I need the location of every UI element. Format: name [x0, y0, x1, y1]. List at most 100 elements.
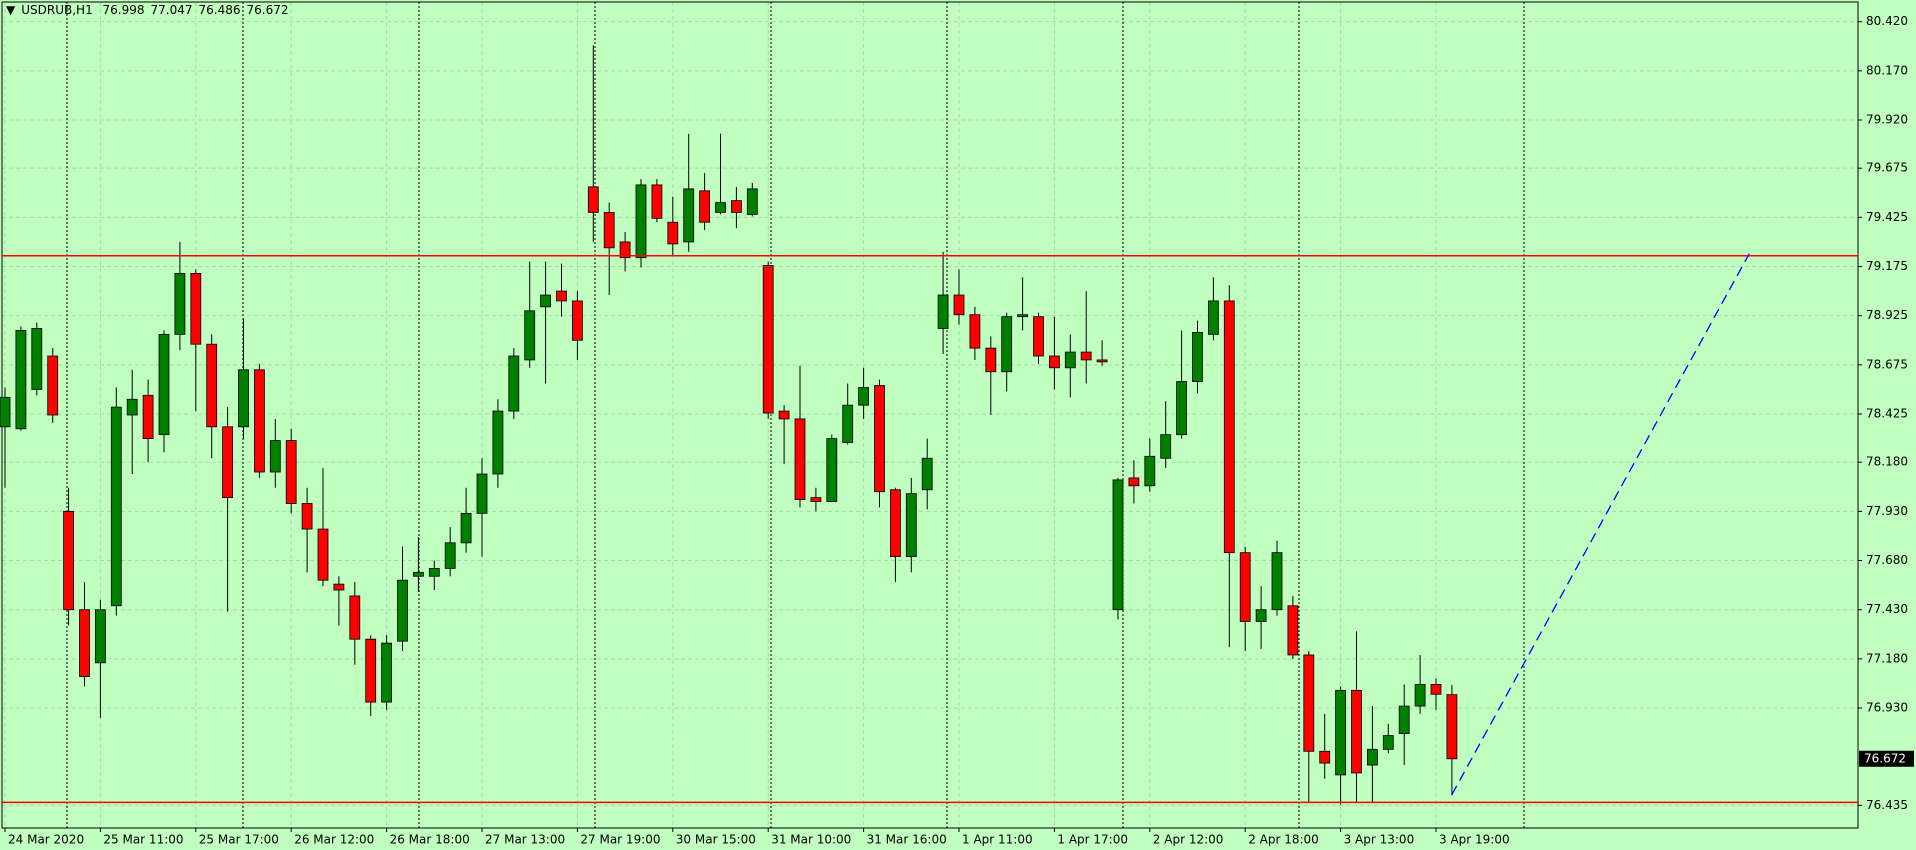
x-tick-label: 25 Mar 11:00 — [103, 833, 183, 847]
x-tick-label: 26 Mar 12:00 — [294, 833, 374, 847]
y-tick-label: 78.425 — [1866, 407, 1908, 421]
candle-body — [651, 184, 663, 219]
candle-body — [1335, 689, 1346, 776]
candle-body — [1351, 689, 1362, 774]
candle-body — [142, 394, 154, 440]
candle-body — [1096, 359, 1108, 363]
candle-body — [1367, 748, 1378, 766]
close-value: 76.672 — [246, 3, 289, 17]
x-tick-label: 27 Mar 13:00 — [485, 833, 565, 847]
y-tick-label: 79.425 — [1866, 210, 1908, 224]
candle-body — [1255, 609, 1267, 622]
candle-body — [937, 294, 949, 329]
candle-body — [842, 404, 854, 443]
y-tick-label: 80.420 — [1866, 14, 1908, 28]
candle-body — [63, 510, 74, 611]
y-tick-label: 77.930 — [1866, 504, 1908, 518]
candle-body — [301, 503, 313, 530]
y-tick-label: 76.930 — [1866, 701, 1908, 715]
candle-body — [1239, 552, 1251, 622]
candle-body — [810, 497, 822, 502]
candle-body — [762, 265, 774, 414]
current-price-label: 76.672 — [1864, 751, 1906, 765]
candle-body — [778, 410, 790, 420]
x-tick-label: 25 Mar 17:00 — [199, 833, 279, 847]
header: ▼ USDRUB,H1 76.998 77.047 76.486 76.672 — [6, 3, 295, 17]
x-tick-label: 27 Mar 19:00 — [580, 833, 660, 847]
candle-body — [1033, 316, 1044, 357]
candle-body — [95, 609, 106, 664]
candle-body — [1176, 381, 1187, 436]
candle-body — [1287, 605, 1299, 656]
x-tick-label: 24 Mar 2020 — [8, 833, 84, 847]
candle-body — [0, 396, 11, 428]
candle-body — [1001, 316, 1013, 373]
candle-body — [826, 438, 838, 502]
candle-body — [1303, 654, 1315, 752]
candle-body — [126, 398, 138, 416]
candle-body — [746, 188, 758, 215]
y-tick-label: 77.680 — [1866, 553, 1908, 567]
candle-body — [1112, 479, 1124, 611]
candle-body — [731, 200, 742, 213]
candle-body — [492, 410, 504, 475]
candle-body — [572, 300, 583, 341]
candle-body — [715, 202, 726, 213]
x-tick-label: 31 Mar 10:00 — [771, 833, 851, 847]
candle-body — [253, 369, 265, 473]
x-tick-label: 30 Mar 15:00 — [676, 833, 756, 847]
candle-body — [524, 310, 536, 361]
candle-body — [1430, 684, 1442, 695]
candle-body — [1382, 735, 1394, 750]
y-tick-label: 79.175 — [1866, 259, 1908, 273]
candle-body — [110, 406, 122, 607]
candle-body — [15, 330, 27, 430]
candle-body — [1271, 552, 1283, 611]
dropdown-arrow[interactable]: ▼ — [6, 3, 16, 17]
y-tick-label: 76.435 — [1866, 798, 1908, 812]
x-tick-label: 2 Apr 18:00 — [1248, 833, 1319, 847]
candle-body — [206, 343, 218, 428]
candle-body — [1017, 314, 1028, 318]
candle-body — [890, 489, 901, 558]
y-tick-label: 77.180 — [1866, 651, 1908, 665]
candle-body — [476, 473, 488, 514]
candle-body — [1414, 684, 1426, 707]
candle-body — [269, 440, 281, 473]
y-tick-label: 79.920 — [1866, 113, 1908, 127]
candle-body — [508, 355, 520, 412]
low-value: 76.486 — [198, 3, 241, 17]
candle-body — [1319, 750, 1331, 764]
candle-body — [905, 493, 917, 557]
x-tick-label: 3 Apr 19:00 — [1439, 833, 1510, 847]
candle-body — [1446, 694, 1458, 760]
candle-body — [444, 542, 456, 569]
y-tick-label: 78.180 — [1866, 455, 1908, 469]
candle-body — [317, 528, 329, 581]
candle-body — [428, 568, 440, 577]
candle-body — [1064, 351, 1076, 369]
candle-body — [953, 294, 965, 316]
trend-line — [1451, 253, 1750, 795]
candle-body — [699, 190, 710, 223]
candle-body — [158, 333, 170, 436]
candle-body — [1080, 351, 1092, 361]
candle-body — [460, 512, 472, 544]
candle-body — [1128, 477, 1140, 487]
candle-body — [1208, 300, 1219, 335]
x-tick-label: 1 Apr 17:00 — [1057, 833, 1128, 847]
candle-body — [921, 457, 933, 491]
candle-body — [858, 387, 869, 406]
candle-body — [556, 290, 567, 302]
x-tick-label: 31 Mar 16:00 — [867, 833, 947, 847]
candle-body — [794, 418, 806, 500]
candle-body — [1160, 434, 1172, 459]
candle-body — [79, 609, 90, 677]
candle-body — [174, 272, 186, 335]
y-tick-label: 79.675 — [1866, 161, 1908, 175]
x-tick-label: 1 Apr 11:00 — [962, 833, 1033, 847]
price-label-bg — [1859, 750, 1914, 767]
candle-body — [1144, 455, 1156, 487]
candle-body — [365, 638, 377, 703]
